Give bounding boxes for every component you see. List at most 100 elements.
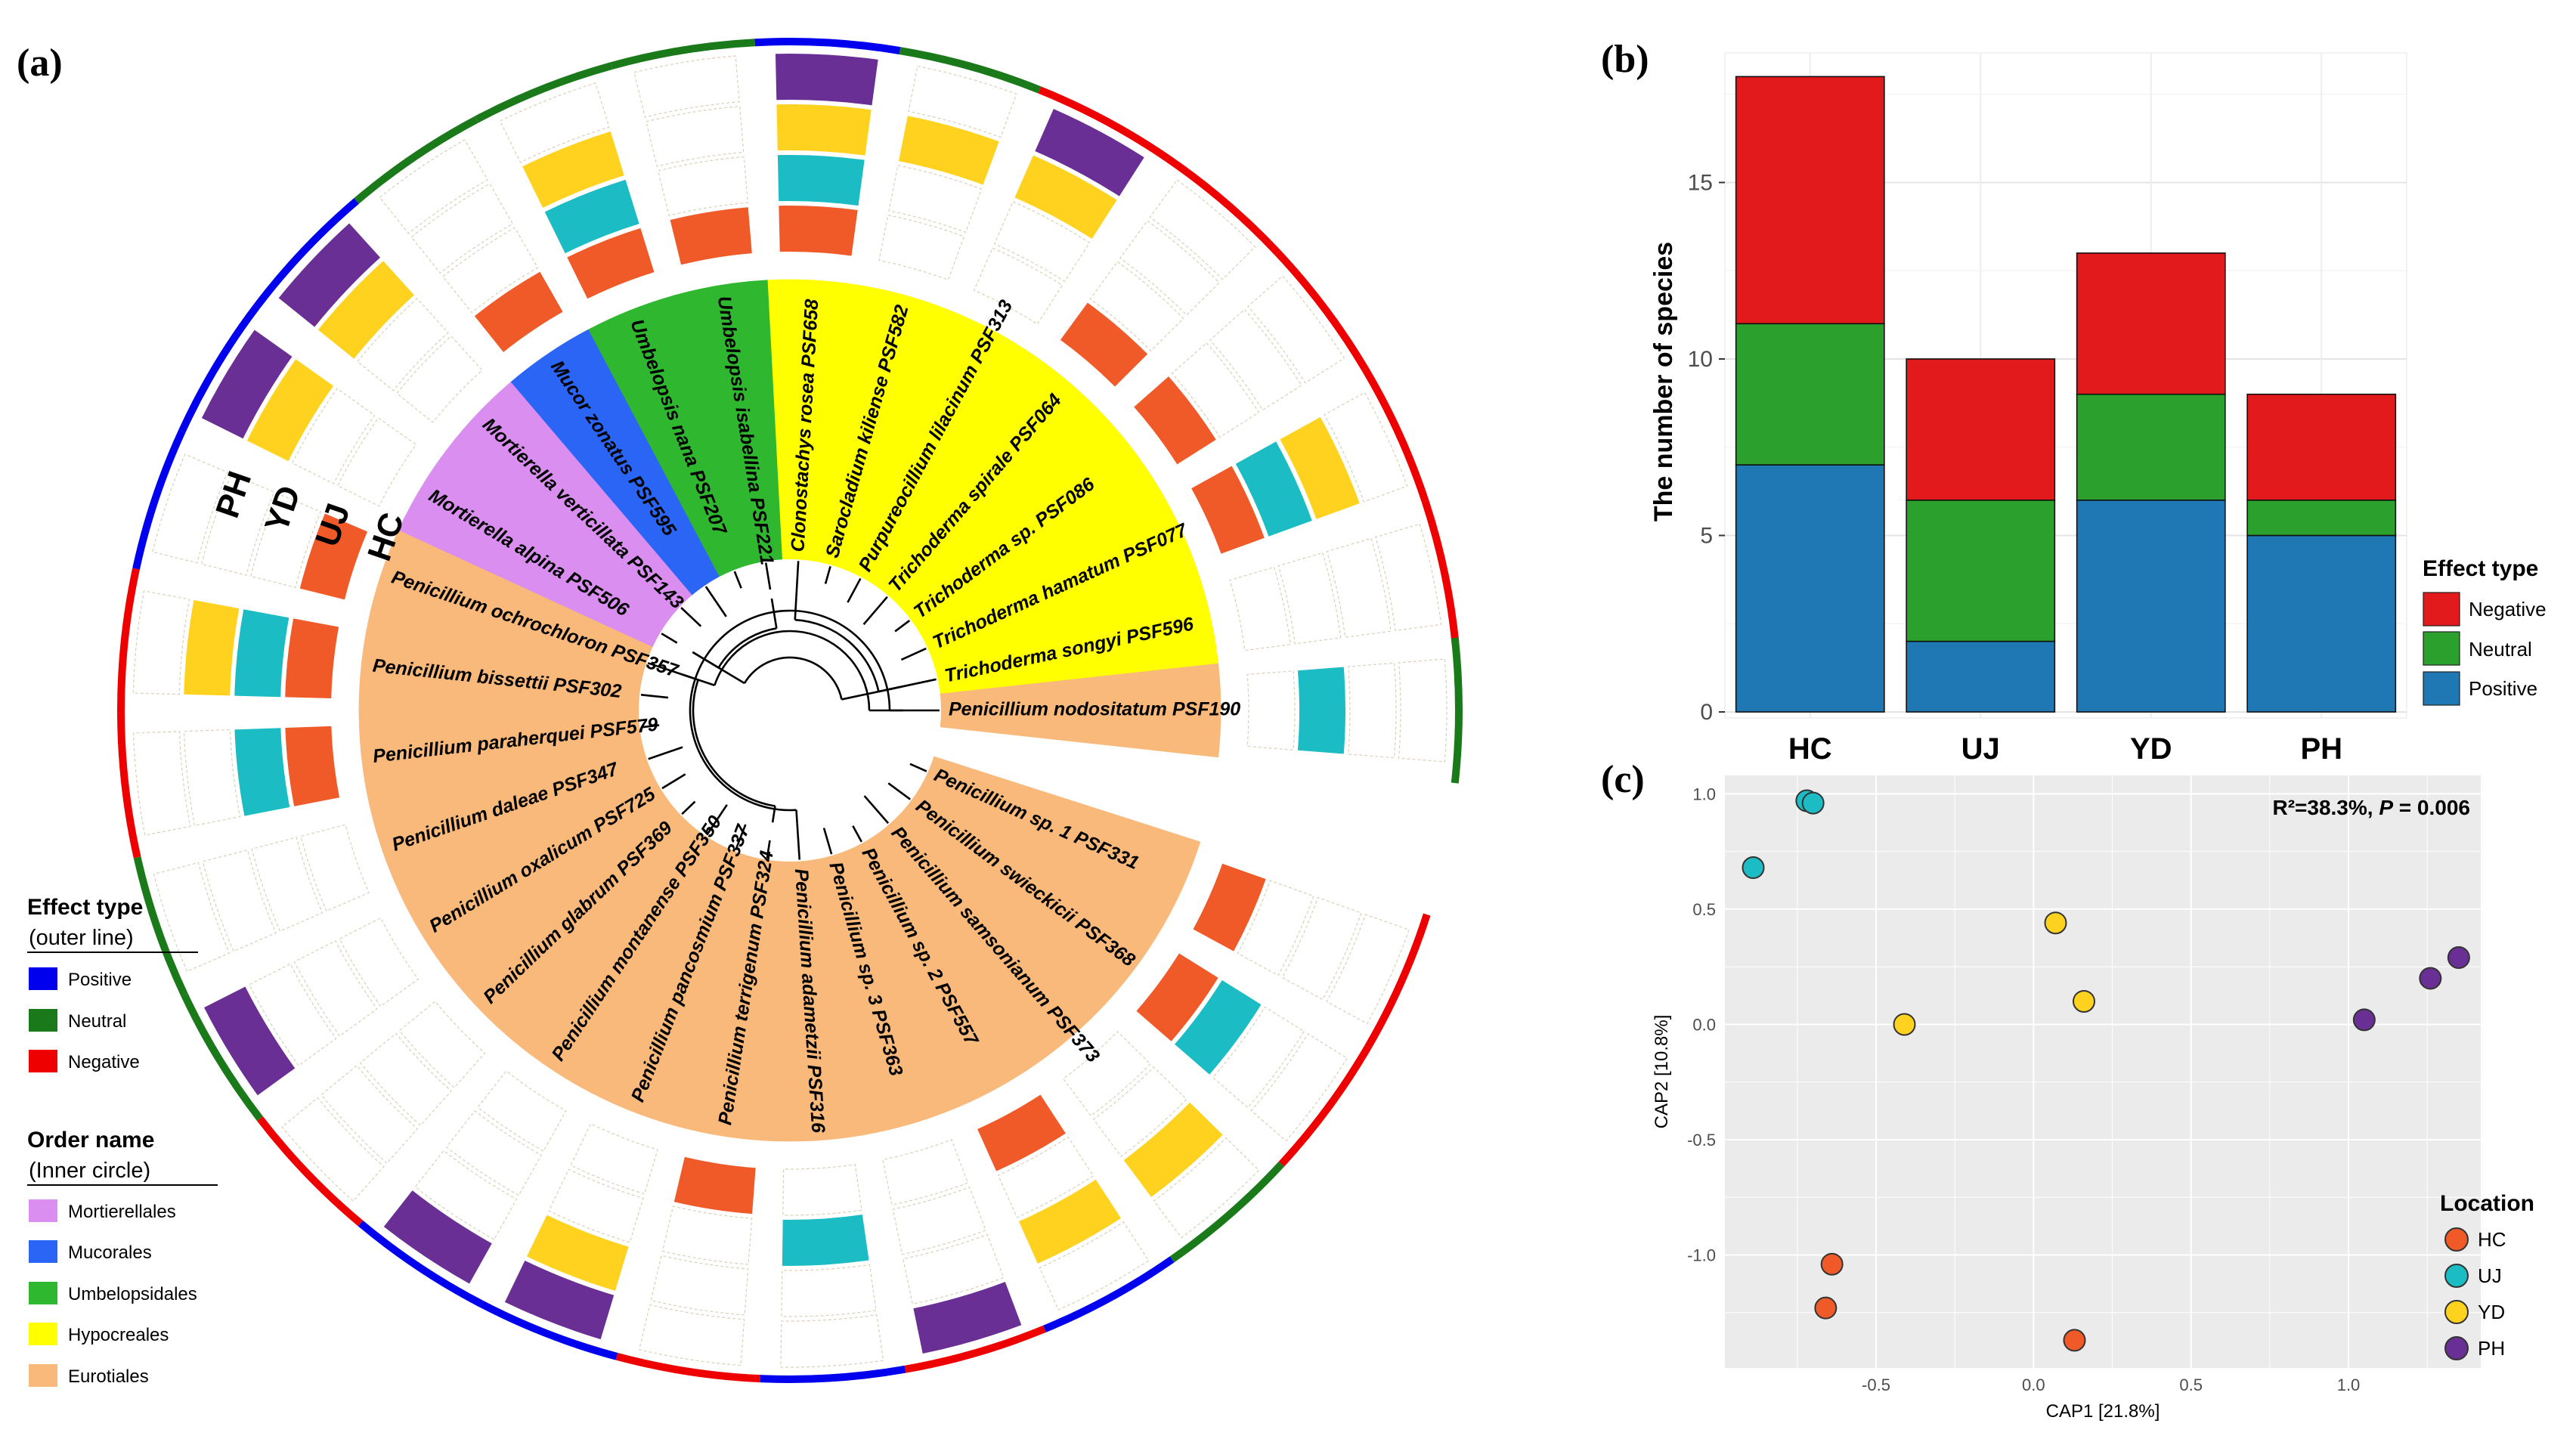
legend-swatch-eurotiales: [29, 1364, 57, 1387]
effect-ring-penicillium-montanense-psf350: [358, 1220, 484, 1307]
presence-cell-penicillium-samsonianum-psf373-uj: [1092, 1066, 1187, 1157]
presence-cell-penicillium-sp-1-psf331-hc: [1193, 863, 1266, 952]
presence-cell-penicillium-sp-3-psf363-yd: [903, 1233, 1005, 1305]
presence-cell-umbelopsis-nana-psf207-ph: [499, 82, 610, 163]
cap-point-hc: [1814, 1296, 1838, 1320]
presence-cell-clonostachys-rosea-psf658-ph: [775, 54, 878, 106]
bar-ph-positive: [2246, 534, 2397, 713]
presence-cell-mucor-zonatus-psf595-uj: [442, 227, 539, 314]
legend-swatch-neutral: [29, 1009, 57, 1032]
presence-cell-trichoderma-sp-psf086-ph: [1247, 275, 1345, 384]
effect-ring-penicillium-daleae-psf347: [133, 856, 188, 997]
cap-legend-yd: YD: [2478, 1301, 2505, 1323]
presence-cell-trichoderma-sp-psf086-yd: [1209, 308, 1302, 411]
effect-ring-penicillium-pancosmium-psf337: [479, 1300, 618, 1360]
presence-cell-umbelopsis-isabellina-psf221-yd: [646, 106, 745, 167]
cap-point-yd: [1893, 1013, 1916, 1036]
presence-cell-trichoderma-spirale-psf064-hc: [1060, 302, 1148, 387]
presence-cell-penicillium-samsonianum-psf373-hc: [1062, 1031, 1151, 1117]
ring-location-labels: PH YD UJ HC: [209, 467, 411, 566]
cap-plot-area: [1725, 775, 2481, 1368]
presence-cell-penicillium-terrigenum-psf324-yd: [650, 1255, 749, 1316]
presence-cell-clonostachys-rosea-psf658-uj: [777, 155, 865, 206]
presence-cell-penicillium-swieckicii-psf368-uj: [1175, 979, 1262, 1075]
presence-cell-penicillium-montanense-psf350-yd: [414, 1150, 518, 1240]
bar-legend-neutral: Neutral: [2469, 638, 2532, 661]
presence-cell-trichoderma-hamatum-psf077-ph: [1324, 391, 1408, 503]
cap-annotation-r2: R²=38.3%,: [2272, 796, 2379, 819]
presence-cell-sarocladium-kiliense-psf582-yd: [899, 116, 999, 185]
presence-cell-penicillium-paraherquei-psf579-hc: [285, 726, 340, 806]
bar-ytick-label: 15: [1688, 170, 1713, 195]
cap-scatter-plot: -0.5 0.0 0.5 1.0 1.0 0.5 0.0 -0.5 -1.0 R²=38.3%,…: [1652, 775, 2534, 1422]
cap-legend-dot-ph: [2444, 1336, 2469, 1360]
cap-annotation-pval: = 0.006: [2393, 796, 2470, 819]
effect-ring-sarocladium-kiliense-psf582: [899, 47, 1042, 94]
cap-x-axis-label: CAP1 [21.8%]: [2046, 1401, 2160, 1422]
panel-label-c: (c): [1601, 758, 1645, 801]
presence-cell-trichoderma-songyi-psf596-yd: [1326, 537, 1392, 638]
presence-cell-penicillium-bissettii-psf302-hc: [285, 618, 339, 698]
bar-ph-neutral: [2246, 499, 2397, 537]
bar-ytick-label: 5: [1700, 523, 1713, 548]
effect-ring-penicillium-adametzii-psf316: [760, 1365, 906, 1383]
ring-label-ph: PH: [209, 467, 259, 523]
cap-point-ph: [2352, 1008, 2376, 1032]
presence-cell-penicillium-ochrochloron-psf357-uj: [250, 493, 322, 588]
effect-outer-ring: [117, 37, 1463, 1383]
order-name-legend: Order name (Inner circle) Mortierellales…: [27, 1128, 218, 1387]
presence-cell-penicillium-oxalicum-psf725-uj: [293, 940, 378, 1037]
presence-cell-mortierella-alpina-psf506-hc: [337, 417, 417, 507]
bar-uj-neutral: [1906, 499, 2056, 642]
presence-cell-penicillium-ochrochloron-psf357-hc: [299, 513, 368, 600]
effect-ring-purpureocillium-lilacinum-psf313: [1038, 86, 1170, 162]
bar-y-axis-label: The number of species: [1649, 242, 1678, 521]
presence-cell-penicillium-adametzii-psf316-hc: [782, 1164, 862, 1216]
effect-ring-umbelopsis-isabellina-psf221: [610, 39, 755, 70]
presence-cell-mortierella-verticillata-psf143-yd: [317, 261, 414, 359]
presence-cell-purpureocillium-lilacinum-psf313-uj: [993, 201, 1091, 283]
effect-ring-penicillium-terrigenum-psf324: [615, 1353, 761, 1383]
bar-xtick-uj: UJ: [1961, 732, 2000, 766]
effect-ring-trichoderma-songyi-psf596: [1421, 500, 1460, 644]
effect-legend-subtitle: (outer line): [29, 926, 134, 950]
cap-ytick-label: -1.0: [1687, 1246, 1716, 1265]
effect-ring-penicillium-oxalicum-psf725: [181, 993, 263, 1122]
bar-ytick-label: 10: [1688, 347, 1713, 372]
presence-cell-sarocladium-kiliense-psf582-hc: [878, 215, 965, 281]
cap-ytick-label: 0.5: [1692, 900, 1716, 919]
presence-cell-penicillium-sp-1-psf331-yd: [1281, 896, 1362, 1001]
bar-segments: [1735, 76, 2397, 713]
bar-ytick-label: 0: [1700, 700, 1713, 725]
presence-cell-penicillium-pancosmium-psf337-ph: [504, 1260, 615, 1340]
cap-ytick-label: 0.0: [1692, 1015, 1716, 1034]
cap-points: [1742, 789, 2470, 1352]
presence-cell-penicillium-sp-1-psf331-ph: [1326, 914, 1410, 1025]
presence-cell-penicillium-swieckicii-psf368-ph: [1250, 1033, 1348, 1142]
bar-legend-swatch-negative: [2423, 592, 2460, 627]
presence-cell-penicillium-glabrum-psf369-hc: [398, 1001, 486, 1088]
presence-cell-penicillium-terrigenum-psf324-uj: [661, 1205, 753, 1265]
presence-cell-purpureocillium-lilacinum-psf313-ph: [1035, 109, 1144, 196]
presence-cell-clonostachys-rosea-psf658-hc: [779, 206, 858, 256]
effect-ring-penicillium-sp-3-psf363: [904, 1325, 1046, 1373]
presence-cell-penicillium-adametzii-psf316-uj: [782, 1215, 869, 1266]
cap-point-hc: [2063, 1329, 2086, 1352]
effect-ring-mortierella-verticillata-psf143: [253, 198, 359, 309]
effect-ring-mortierella-alpina-psf506: [178, 304, 260, 433]
bar-x-ticks: HC UJ YD PH: [1788, 732, 2342, 766]
presence-cell-penicillium-samsonianum-psf373-yd: [1123, 1102, 1223, 1197]
presence-cell-penicillium-adametzii-psf316-ph: [780, 1314, 884, 1368]
presence-cell-trichoderma-spirale-psf064-uj: [1089, 261, 1184, 352]
cap-legend-dot-uj: [2444, 1264, 2469, 1288]
presence-cell-mortierella-alpina-psf506-uj: [292, 388, 376, 484]
presence-cell-penicillium-paraherquei-psf579-ph: [132, 731, 191, 836]
legend-item-neutral: Neutral: [68, 1011, 126, 1032]
presence-cell-trichoderma-songyi-psf596-uj: [1277, 552, 1342, 645]
presence-cell-penicillium-oxalicum-psf725-hc: [339, 917, 419, 1007]
legend-swatch-mucorales: [29, 1240, 57, 1263]
presence-cell-clonostachys-rosea-psf658-yd: [776, 104, 872, 156]
bar-hc-negative: [1735, 76, 1885, 325]
presence-cell-umbelopsis-nana-psf207-yd: [522, 131, 624, 209]
